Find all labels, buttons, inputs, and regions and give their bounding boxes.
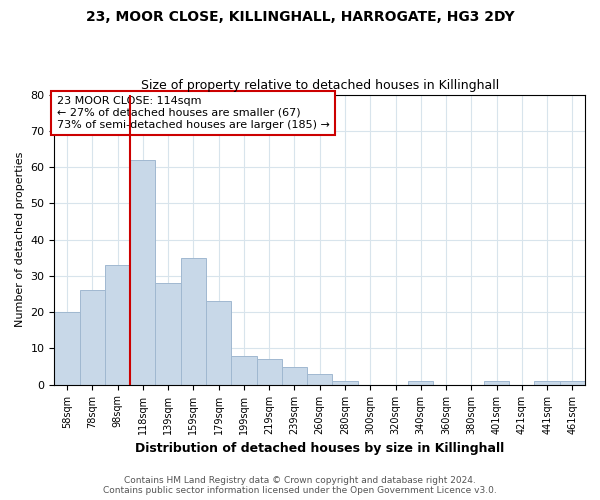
Bar (257, 360, 282, 384)
Bar (307, 374, 332, 384)
Bar (535, 381, 560, 384)
Bar (55, 312, 80, 384)
Bar (560, 381, 585, 384)
Bar (231, 356, 257, 384)
Bar (105, 265, 130, 384)
Bar (80, 290, 105, 384)
Bar (484, 381, 509, 384)
Text: 23 MOOR CLOSE: 114sqm
← 27% of detached houses are smaller (67)
73% of semi-deta: 23 MOOR CLOSE: 114sqm ← 27% of detached … (57, 96, 330, 130)
X-axis label: Distribution of detached houses by size in Killinghall: Distribution of detached houses by size … (135, 442, 505, 455)
Bar (181, 258, 206, 384)
Bar (282, 366, 307, 384)
Bar (332, 381, 358, 384)
Bar (155, 283, 181, 384)
Text: 23, MOOR CLOSE, KILLINGHALL, HARROGATE, HG3 2DY: 23, MOOR CLOSE, KILLINGHALL, HARROGATE, … (86, 10, 514, 24)
Bar (408, 381, 433, 384)
Bar (206, 302, 231, 384)
Bar (130, 160, 155, 384)
Text: Contains HM Land Registry data © Crown copyright and database right 2024.
Contai: Contains HM Land Registry data © Crown c… (103, 476, 497, 495)
Title: Size of property relative to detached houses in Killinghall: Size of property relative to detached ho… (140, 79, 499, 92)
Y-axis label: Number of detached properties: Number of detached properties (15, 152, 25, 328)
